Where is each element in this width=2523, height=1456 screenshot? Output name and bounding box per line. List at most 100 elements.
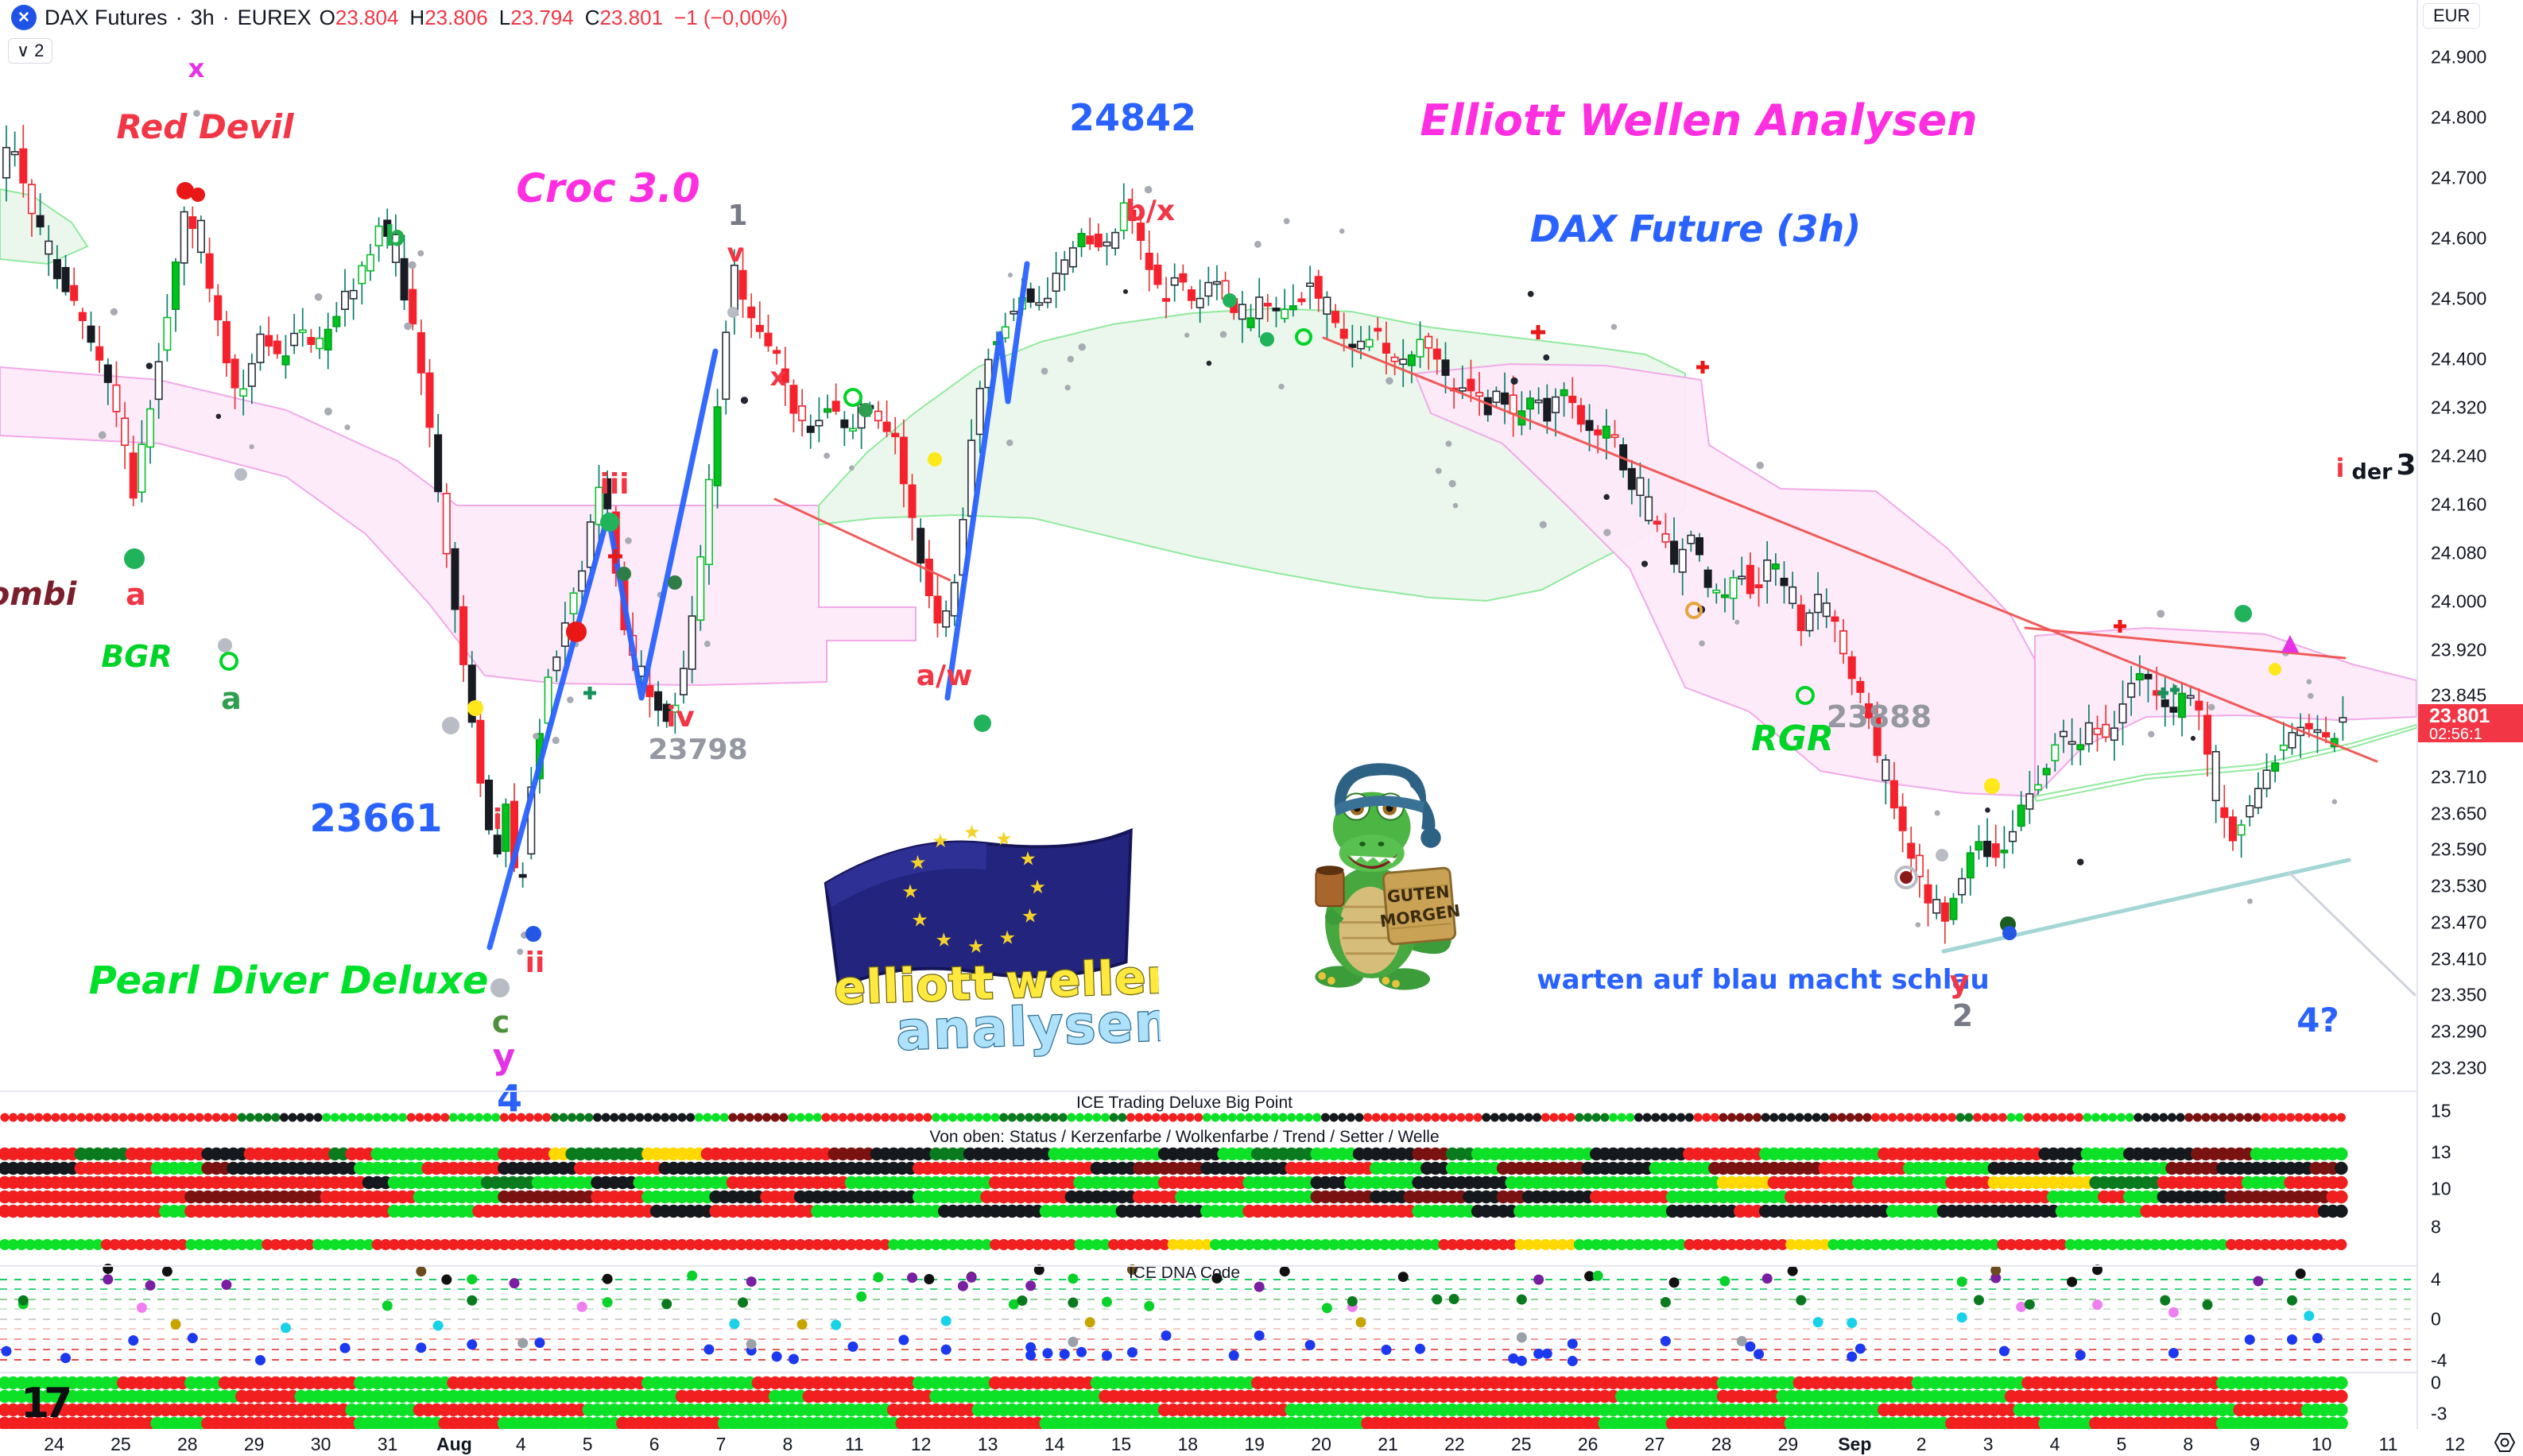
price-chart-canvas[interactable] xyxy=(0,0,2416,1090)
time-tick-label: 3 xyxy=(1982,1434,1994,1454)
price-tick-label: 23.350 xyxy=(2431,984,2487,1005)
symbol-name[interactable]: DAX Futures xyxy=(45,5,168,29)
last-price-badge: 23.801 02:56:1 xyxy=(2418,704,2523,743)
price-tick-label: 24.600 xyxy=(2431,227,2487,249)
time-tick-label: 28 xyxy=(177,1434,198,1454)
price-tick-label: 23.530 xyxy=(2431,875,2487,896)
dot-row xyxy=(0,1239,2347,1250)
price-tick-label: 23.590 xyxy=(2431,838,2487,860)
time-tick-label: 28 xyxy=(1711,1434,1732,1454)
time-tick-label: 12 xyxy=(910,1434,932,1454)
price-tick-label: 24.320 xyxy=(2431,397,2487,418)
dot-row xyxy=(0,1389,2348,1404)
currency-label[interactable]: EUR xyxy=(2423,3,2481,29)
indicator-panels-canvas[interactable] xyxy=(0,1090,2416,1429)
logo-word-wellen: wellen xyxy=(1005,949,1161,1009)
time-tick-label: 11 xyxy=(2378,1434,2398,1454)
time-tick-label: 31 xyxy=(377,1434,398,1454)
panel1-subtitle: Von oben: Status / Kerzenfarbe / Wolkenf… xyxy=(929,1128,1440,1146)
indicator-scale-label: 8 xyxy=(2431,1216,2441,1237)
time-tick-label: Aug xyxy=(436,1434,472,1454)
price-tick-label: 24.800 xyxy=(2431,106,2487,128)
time-tick-label: 5 xyxy=(582,1434,593,1454)
interval-value[interactable]: 3h xyxy=(190,5,215,29)
indicator-scale-label: 10 xyxy=(2431,1178,2451,1199)
time-tick-label: 2 xyxy=(1916,1434,1927,1454)
chevron-down-icon: ∨ xyxy=(17,41,30,60)
time-tick-label: 9 xyxy=(2250,1434,2261,1454)
exchange-name[interactable]: EUREX xyxy=(237,5,312,29)
logo-word-elliott: elliott xyxy=(833,955,995,1015)
indicator-scale-label: 0 xyxy=(2431,1308,2441,1330)
price-tick-label: 23.470 xyxy=(2431,912,2487,933)
time-tick-label: 8 xyxy=(782,1434,793,1454)
price-tick-label: 23.230 xyxy=(2431,1057,2487,1078)
elliott-wellen-analysen-logo: ★ ★ ★ ★ ★ ★ ★ ★ ★ ★ ★ ★ elliott wellen analysen xyxy=(786,792,1182,1067)
panel1-title: ICE Trading Deluxe Big Point xyxy=(1076,1094,1293,1112)
price-tick-label: 24.400 xyxy=(2431,348,2487,370)
time-tick-label: 12 xyxy=(2444,1434,2466,1454)
time-tick-label: 15 xyxy=(1110,1434,1132,1454)
eu-star-ring: ★ ★★★★★★★★★★★ xyxy=(901,822,1046,958)
price-tick-label: 24.240 xyxy=(2431,445,2487,467)
indicator-scale-label: 0 xyxy=(2431,1372,2441,1393)
time-tick-label: 24 xyxy=(44,1434,64,1454)
price-axis[interactable]: EUR 23.801 02:56:1 24.900 24.800 24.700 24.… xyxy=(2416,0,2523,1429)
svg-text:★: ★ xyxy=(998,927,1016,950)
indicator-scale-label: -3 xyxy=(2431,1403,2447,1424)
dot-row xyxy=(0,1403,2348,1417)
change-value: −1 (−0,00%) xyxy=(674,5,789,29)
symbol-logo-icon: ✕ xyxy=(11,5,37,30)
time-tick-label: 11 xyxy=(844,1434,864,1454)
price-tick-label: 24.160 xyxy=(2431,494,2487,515)
price-tick-label: 23.845 xyxy=(2431,684,2487,706)
object-tree-chip[interactable]: ∨ 2 xyxy=(8,38,53,64)
indicator-scale-label: 13 xyxy=(2431,1141,2451,1163)
legend-separator: · xyxy=(222,5,230,29)
time-tick-label: 13 xyxy=(977,1434,998,1454)
time-tick-label: 8 xyxy=(2183,1434,2194,1454)
gear-icon[interactable] xyxy=(2493,1431,2517,1454)
time-tick-label: 22 xyxy=(1444,1434,1465,1454)
logo-word-analysen: analysen xyxy=(895,991,1161,1062)
time-tick-label: 10 xyxy=(2311,1434,2332,1454)
symbol-legend[interactable]: ✕ DAX Futures · 3h · EUREX O23.804 H23.8… xyxy=(11,5,788,30)
dot-row xyxy=(0,1161,2348,1175)
dot-row xyxy=(0,1147,2348,1161)
time-tick-label: 6 xyxy=(649,1434,660,1454)
price-tick-label: 24.900 xyxy=(2431,46,2487,68)
time-tick-label: 30 xyxy=(310,1434,331,1454)
tradingview-logo[interactable]: 17 xyxy=(21,1380,72,1427)
time-tick-label: 14 xyxy=(1044,1434,1065,1454)
crocodile-mascot-image: GUTEN MORGEN xyxy=(1294,753,1465,998)
svg-text:★: ★ xyxy=(935,929,952,951)
time-tick-label: 27 xyxy=(1644,1434,1665,1454)
dot-row xyxy=(0,1376,2348,1390)
dot-row xyxy=(0,1113,2346,1122)
panel2-title: ICE DNA Code xyxy=(1128,1264,1241,1282)
svg-text:★: ★ xyxy=(932,831,949,853)
price-tick-label: 23.650 xyxy=(2431,803,2487,824)
svg-text:★: ★ xyxy=(909,852,927,874)
time-tick-label: 26 xyxy=(1577,1434,1599,1454)
time-tick-label: 4 xyxy=(515,1434,526,1454)
price-tick-label: 24.080 xyxy=(2431,542,2487,563)
legend-separator: · xyxy=(175,5,183,29)
indicator-scale-label: 15 xyxy=(2431,1100,2451,1121)
svg-text:★: ★ xyxy=(995,828,1013,850)
panel-separator[interactable] xyxy=(0,1265,2523,1267)
panel-separator[interactable] xyxy=(0,1090,2523,1092)
svg-text:★: ★ xyxy=(901,881,919,903)
svg-text:★: ★ xyxy=(1021,905,1039,927)
panel-separator[interactable] xyxy=(0,1372,2523,1373)
price-tick-label: 23.290 xyxy=(2431,1020,2487,1042)
dot-row xyxy=(0,1204,2348,1218)
time-tick-label: 7 xyxy=(715,1434,727,1454)
time-tick-label: 20 xyxy=(1311,1434,1331,1454)
price-tick-label: 24.500 xyxy=(2431,288,2487,309)
svg-text:★: ★ xyxy=(1019,848,1037,870)
time-tick-label: 18 xyxy=(1177,1434,1199,1454)
time-axis[interactable]: 24 25 28 29 30 31 Aug 4 5 6 7 8 11 12 13 14 15 18 19 20 21 22… xyxy=(0,1429,2523,1456)
dna-code-dots xyxy=(1,1263,2323,1367)
